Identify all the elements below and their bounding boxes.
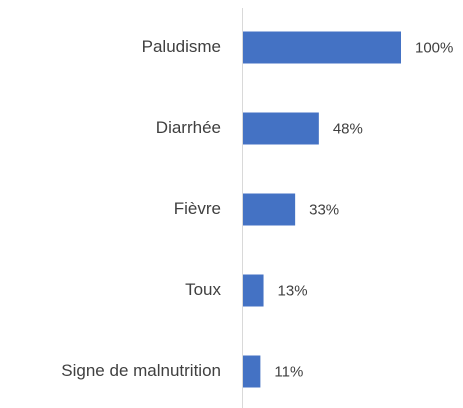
bar <box>243 31 401 64</box>
data-label: 100% <box>415 39 453 56</box>
category-label: Toux <box>185 280 221 299</box>
bar <box>243 112 319 145</box>
category-label: Diarrhée <box>156 118 221 137</box>
data-label: 11% <box>274 363 303 380</box>
category-label: Fièvre <box>174 199 221 218</box>
bar <box>243 193 296 226</box>
bar <box>243 355 261 388</box>
category-label: Paludisme <box>142 37 221 56</box>
data-label: 33% <box>309 201 339 218</box>
category-label: Signe de malnutrition <box>61 361 221 380</box>
data-label: 13% <box>278 282 308 299</box>
bar <box>243 274 264 307</box>
data-label: 48% <box>333 120 363 137</box>
